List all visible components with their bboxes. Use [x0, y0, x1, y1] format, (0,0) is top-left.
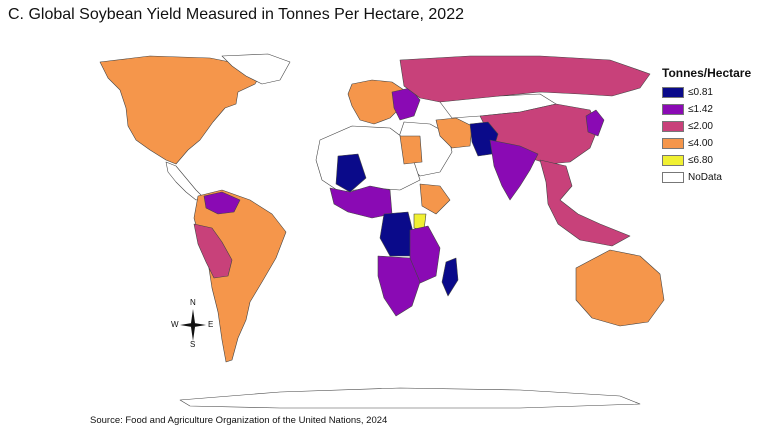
compass-e: E [208, 320, 214, 329]
legend-label: ≤2.00 [688, 121, 713, 132]
source-note: Source: Food and Agriculture Organizatio… [90, 415, 388, 426]
legend-label: ≤4.00 [688, 138, 713, 149]
legend-item: ≤2.00 [662, 118, 762, 135]
region-peru-bolivia [193, 223, 233, 279]
legend-label: NoData [688, 172, 722, 183]
region-greenland [221, 53, 291, 85]
region-southeast-asia [539, 159, 631, 247]
legend-swatch [662, 87, 684, 98]
compass-rose: N S W E [170, 298, 216, 349]
region-australia [575, 249, 665, 327]
legend-item: ≤1.42 [662, 101, 762, 118]
region-southern-africa [377, 255, 421, 317]
legend-label: ≤0.81 [688, 87, 713, 98]
region-central-africa [379, 211, 415, 257]
legend: Tonnes/Hectare ≤0.81 ≤1.42 ≤2.00 ≤4.00 ≤… [662, 66, 762, 186]
region-west-africa [329, 185, 393, 219]
compass-star-icon [180, 309, 206, 341]
region-madagascar [441, 257, 459, 297]
region-venezuela-colombia [203, 191, 241, 215]
map-title: C. Global Soybean Yield Measured in Tonn… [8, 6, 464, 23]
legend-title: Tonnes/Hectare [662, 66, 752, 80]
region-north-america [99, 55, 263, 165]
region-egypt [399, 135, 423, 165]
legend-label: ≤6.80 [688, 155, 713, 166]
legend-swatch [662, 155, 684, 166]
legend-swatch [662, 172, 684, 183]
region-ethiopia [419, 183, 451, 215]
legend-item: ≤0.81 [662, 84, 762, 101]
legend-item: ≤6.80 [662, 152, 762, 169]
compass-w: W [171, 320, 179, 329]
compass-n: N [190, 298, 196, 307]
region-mali [335, 153, 367, 193]
region-central-america [165, 161, 205, 201]
legend-swatch [662, 138, 684, 149]
region-japan [585, 109, 605, 137]
legend-swatch [662, 104, 684, 115]
legend-item: ≤4.00 [662, 135, 762, 152]
region-iran [435, 117, 473, 149]
region-india [489, 139, 539, 201]
region-western-europe [347, 79, 405, 125]
legend-swatch [662, 121, 684, 132]
region-antarctica [179, 387, 641, 409]
region-russia [399, 55, 651, 103]
legend-label: ≤1.42 [688, 104, 713, 115]
legend-item: NoData [662, 169, 762, 186]
compass-s: S [190, 340, 196, 349]
